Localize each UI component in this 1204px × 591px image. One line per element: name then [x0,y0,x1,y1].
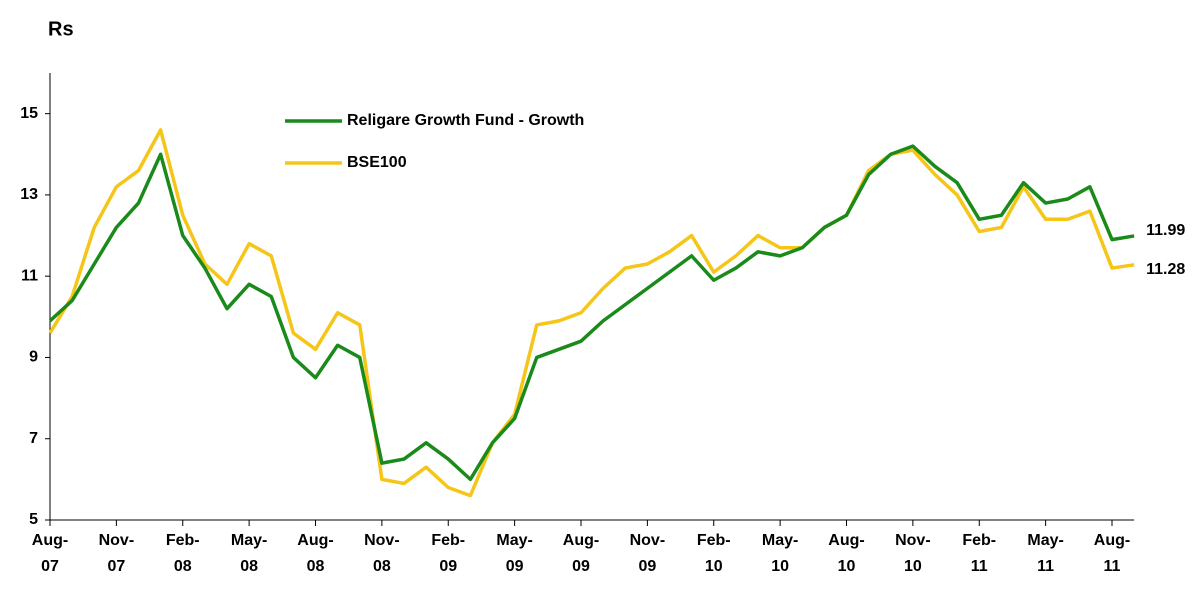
end-label: 11.28 [1146,261,1185,278]
y-tick-label: 13 [20,186,38,203]
x-tick-label: Nov- 07 [98,532,135,575]
x-tick-label: Feb- 11 [962,532,997,575]
x-tick-label: May- 09 [496,532,533,575]
legend-label: BSE100 [347,154,407,171]
y-axis-title: Rs [48,18,74,40]
series-line [48,128,1135,498]
x-tick-label: Feb- 10 [696,532,731,575]
x-tick-label: Aug- 08 [297,532,334,575]
end-label: 11.99 [1146,222,1185,239]
x-tick-label: Aug- 07 [31,532,69,575]
x-tick-label: Aug- 11 [1093,532,1131,575]
y-tick-label: 7 [29,430,38,447]
x-tick-label: Nov- 08 [364,532,400,575]
y-tick-label: 9 [29,349,38,366]
x-tick-label: May- 10 [761,532,799,575]
x-tick-label: Feb- 08 [165,532,200,575]
y-tick-label: 11 [21,267,38,284]
legend-label: Religare Growth Fund - Growth [347,112,584,129]
x-tick-label: Nov- 09 [629,532,666,575]
series-line [48,144,1135,482]
x-tick-label: Aug- 09 [562,532,600,575]
y-tick-label: 15 [20,105,38,122]
x-tick-label: May- 11 [1027,532,1064,575]
y-tick-label: 5 [29,511,38,528]
x-tick-label: Feb- 09 [431,532,466,575]
x-tick-label: May- 08 [230,532,268,575]
x-tick-label: Nov- 10 [895,532,931,575]
x-tick-label: Aug- 10 [828,532,865,575]
